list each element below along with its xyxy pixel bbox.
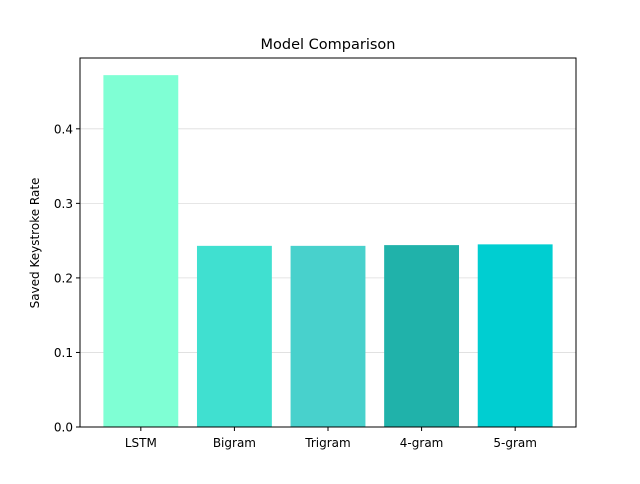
x-axis-ticks: LSTM Bigram Trigram 4-gram 5-gram	[125, 427, 537, 450]
bar-4-gram	[384, 245, 460, 427]
x-tick-label: 4-gram	[400, 436, 444, 450]
x-tick-label: Trigram	[304, 436, 350, 450]
bars	[103, 75, 553, 428]
bar-trigram	[290, 245, 366, 427]
y-axis-label: Saved Keystroke Rate	[28, 178, 42, 309]
chart-title: Model Comparison	[261, 37, 396, 53]
y-tick-label: 0.4	[54, 122, 73, 136]
x-tick-label: Bigram	[213, 436, 256, 450]
y-tick-label: 0.1	[54, 346, 73, 360]
axes-frame	[79, 57, 577, 428]
y-tick-label: 0.2	[54, 271, 73, 285]
bar-lstm	[103, 75, 179, 428]
x-tick-label: 5-gram	[493, 436, 537, 450]
y-axis-ticks: 0.0 0.1 0.2 0.3 0.4	[54, 122, 80, 435]
bar-5-gram	[477, 244, 553, 427]
y-tick-label: 0.0	[54, 421, 73, 435]
y-tick-label: 0.3	[54, 197, 73, 211]
bar-bigram	[196, 245, 272, 427]
x-tick-label: LSTM	[125, 436, 157, 450]
